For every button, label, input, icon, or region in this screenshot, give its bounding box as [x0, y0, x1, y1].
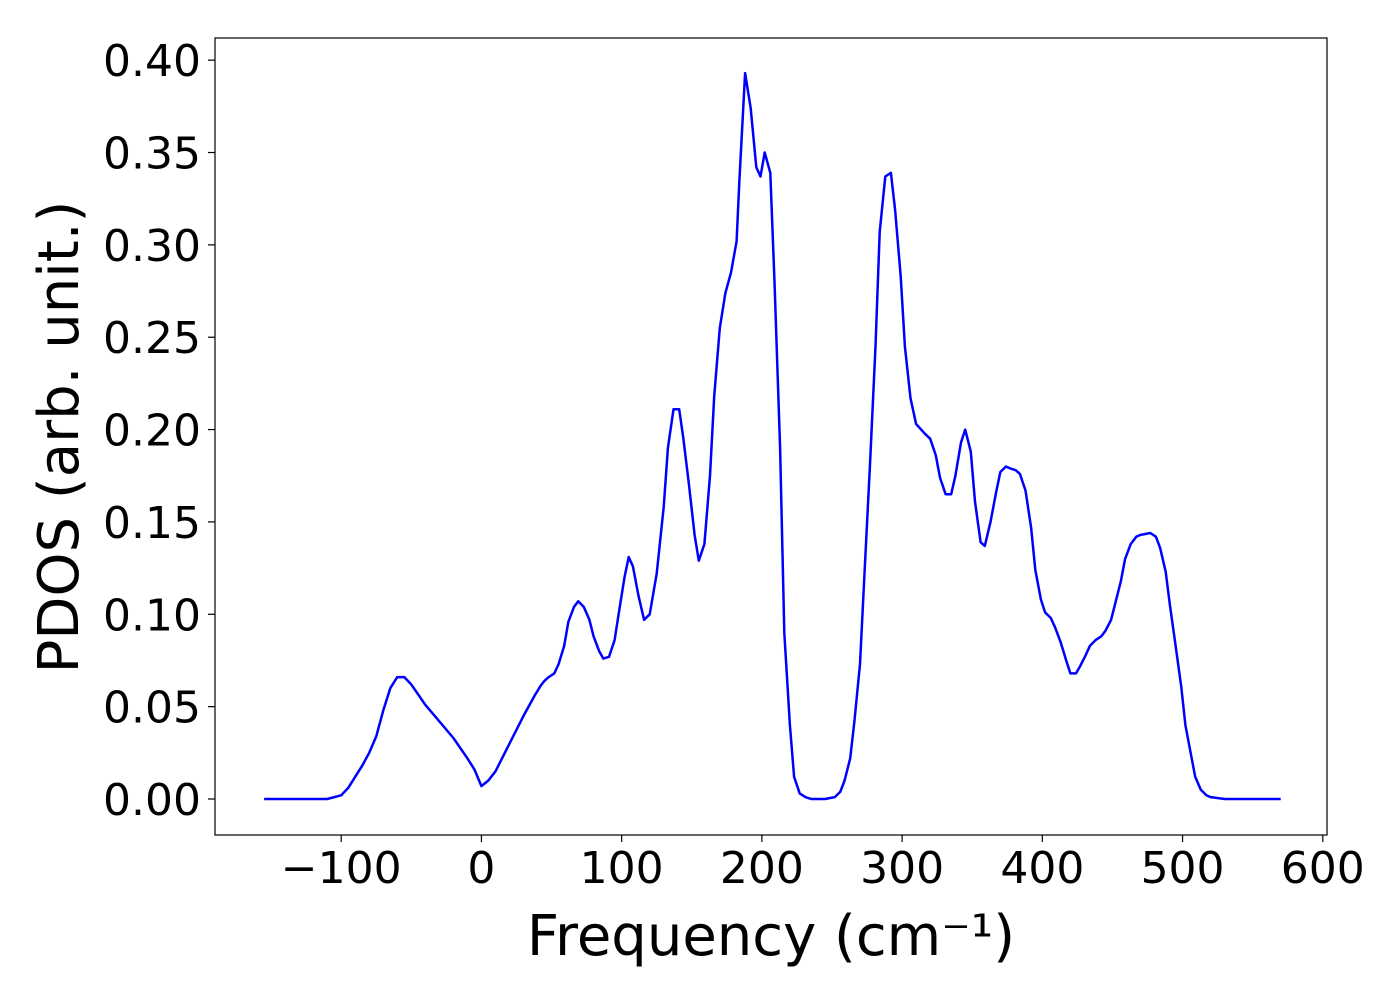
x-tick-label: 0	[467, 843, 495, 894]
x-tick-label: 100	[580, 843, 664, 894]
y-tick-label: 0.35	[103, 129, 201, 180]
y-tick-label: 0.25	[103, 313, 201, 364]
x-tick-label: 200	[720, 843, 804, 894]
pdos-line	[264, 71, 1281, 801]
x-tick-label: 400	[1000, 843, 1084, 894]
y-tick-label: 0.05	[103, 683, 201, 734]
x-axis-label: Frequency (cm⁻¹)	[527, 904, 1015, 969]
x-tick-label: 600	[1281, 843, 1365, 894]
y-tick-label: 0.10	[103, 590, 201, 641]
y-tick-label: 0.40	[103, 36, 201, 87]
plot-frame	[214, 37, 1328, 836]
y-axis-label: PDOS (arb. unit.)	[27, 201, 92, 674]
x-tick-label: 500	[1141, 843, 1225, 894]
y-tick-label: 0.20	[103, 406, 201, 457]
y-tick-label: 0.00	[103, 775, 201, 826]
y-tick-label: 0.15	[103, 498, 201, 549]
x-tick-label: 300	[860, 843, 944, 894]
y-tick-label: 0.30	[103, 221, 201, 272]
x-tick-label: −100	[281, 843, 402, 894]
